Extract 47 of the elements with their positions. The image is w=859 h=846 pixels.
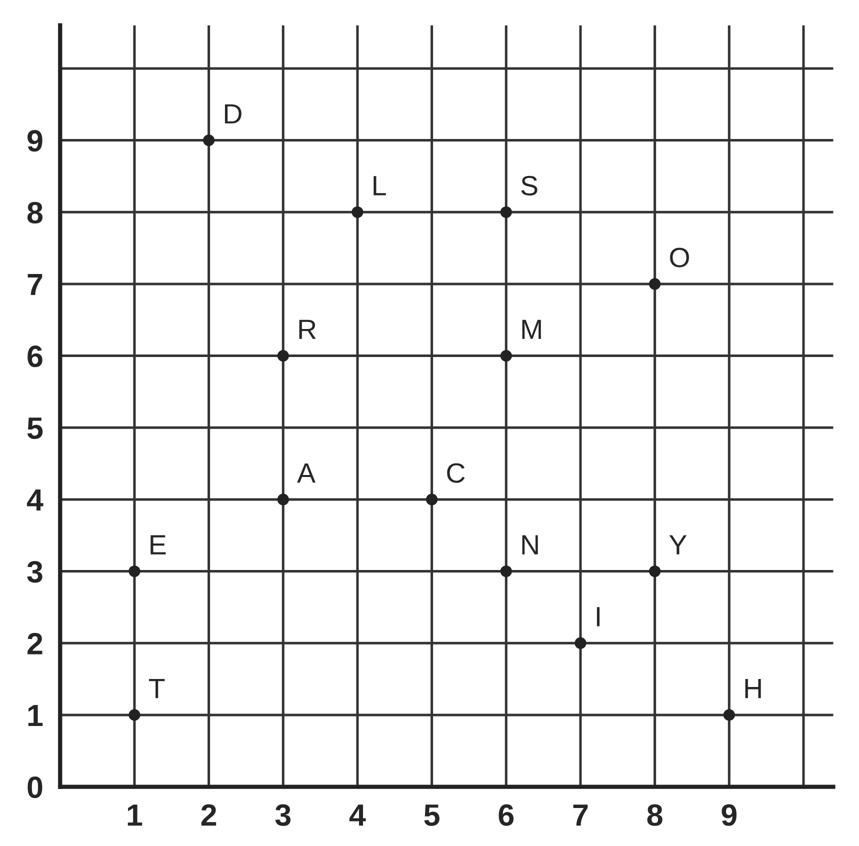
y-tick-label: 2 [28, 632, 42, 654]
y-tick-label: 1 [28, 705, 43, 726]
y-tick-label: 4 [26, 490, 44, 511]
annotation: L [374, 176, 386, 196]
point [500, 565, 512, 578]
annotation: I [596, 607, 600, 626]
annotation: H [745, 678, 761, 698]
x-tick-label: 7 [573, 804, 588, 826]
annotation: M [522, 320, 541, 339]
point [128, 565, 140, 578]
point [277, 350, 289, 362]
point [723, 709, 735, 721]
x-tick-label: 6 [498, 804, 514, 826]
point [128, 709, 140, 721]
x-tick-label: 4 [349, 804, 366, 826]
point [426, 494, 438, 506]
point [574, 637, 586, 649]
point [202, 134, 215, 146]
annotation: N [522, 535, 538, 554]
annotation: Y [669, 535, 687, 554]
point [500, 350, 512, 362]
x-tick-label: 8 [647, 804, 662, 826]
annotation: D [224, 104, 242, 124]
y-tick-label: 7 [28, 274, 42, 296]
annotation: R [299, 320, 316, 339]
annotation: E [150, 535, 166, 554]
x-tick-label: 2 [201, 804, 216, 826]
y-tick-label: 5 [27, 418, 43, 439]
x-tick-label: 9 [722, 804, 737, 826]
annotation: T [148, 678, 165, 698]
point [352, 206, 364, 218]
y-tick-label: 3 [27, 561, 42, 583]
y-tick-label: 0 [28, 776, 42, 798]
x-tick-label: 1 [128, 804, 142, 826]
point [277, 494, 289, 506]
point [649, 565, 661, 578]
x-tick-label: 3 [275, 804, 291, 826]
point [649, 278, 661, 290]
y-tick-label: 6 [28, 346, 42, 368]
point [500, 206, 512, 218]
annotation: C [447, 463, 465, 483]
y-tick-label: 8 [27, 202, 43, 224]
annotation: O [670, 248, 689, 268]
annotation: S [521, 176, 538, 196]
y-tick-label: 9 [28, 130, 42, 152]
annotation: A [297, 463, 316, 483]
x-tick-label: 5 [424, 804, 440, 826]
